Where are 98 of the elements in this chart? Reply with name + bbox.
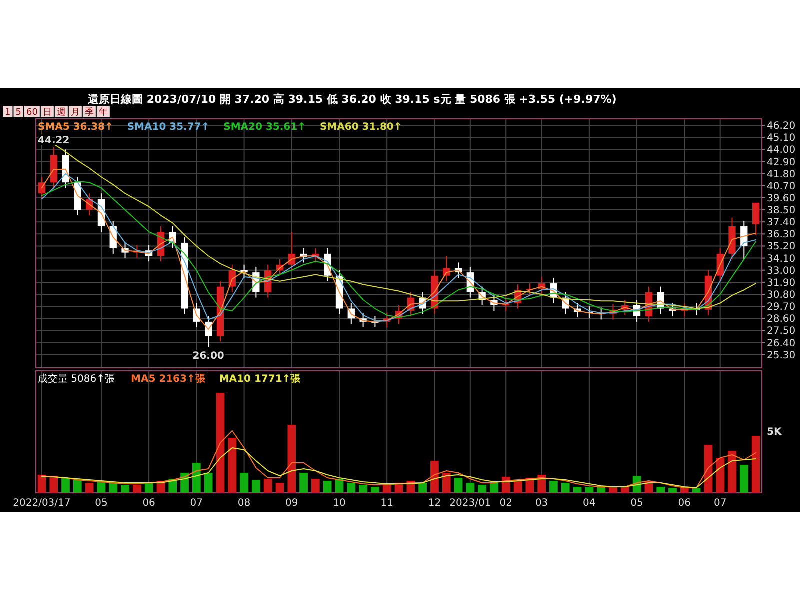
bar: [50, 476, 58, 493]
x-tick-label: 02: [500, 498, 512, 509]
x-tick-label: 2022/03/17: [13, 498, 71, 509]
y-tick-label: 45.10: [767, 133, 796, 144]
y-tick-label: 26.40: [767, 338, 796, 350]
bar: [62, 478, 70, 493]
bar: [347, 483, 356, 493]
bar: [38, 475, 46, 493]
chart-title: 成交量 5086↑張: [38, 373, 116, 385]
bar: [300, 473, 308, 493]
x-tick-label: 05: [630, 498, 644, 509]
bar: [133, 485, 142, 493]
bar: [252, 480, 260, 493]
bar: [620, 487, 630, 493]
bar: [490, 483, 498, 493]
y-tick-label: 33.00: [767, 266, 796, 277]
y-tick-label: 42.90: [767, 157, 796, 168]
x-tick-label: 2023/01: [450, 498, 492, 509]
bar: [73, 480, 82, 493]
x-tick-label: 07: [190, 498, 204, 509]
bar: [454, 478, 463, 493]
y-tick-label: 34.10: [767, 254, 796, 265]
y-tick-label: 30.80: [767, 290, 796, 302]
bar: [728, 451, 736, 493]
bar: [478, 485, 486, 493]
bar: [656, 487, 665, 493]
bar: [312, 479, 320, 493]
bar: [704, 445, 713, 493]
text: 5K: [767, 427, 783, 438]
bar: [240, 473, 248, 493]
bar: [573, 487, 582, 493]
bar: [418, 483, 427, 493]
bar: [109, 483, 118, 493]
bar: [204, 473, 213, 493]
chart-subtitle: 1 5 60 日 週 月 季 年: [5, 107, 108, 118]
bar: [561, 483, 570, 493]
y-tick-label: 38.50: [767, 206, 796, 217]
y-tick-label: 36.30: [767, 230, 796, 241]
y-tick-label: 29.70: [767, 302, 796, 314]
y-tick-label: 46.20: [767, 121, 796, 132]
x-tick-label: 12: [428, 498, 442, 509]
bar: [442, 473, 451, 493]
y-tick-label: 28.60: [767, 314, 796, 326]
bar: [288, 425, 296, 493]
x-tick-label: 09: [286, 498, 298, 509]
x-tick-label: 06: [678, 498, 692, 509]
text: MA5 2163↑張: [131, 373, 206, 385]
bar: [371, 487, 380, 493]
y-tick-label: 35.20: [767, 242, 796, 253]
text: SMA60 31.80↑: [320, 122, 402, 133]
bar: [228, 438, 237, 493]
x-tick-label: 03: [535, 498, 548, 509]
bar: [430, 461, 439, 493]
x-tick-label: 06: [142, 498, 156, 509]
bar: [680, 488, 689, 493]
y-tick-label: 44.00: [767, 145, 796, 156]
y-tick-label: 27.50: [767, 326, 796, 338]
bar: [382, 485, 392, 493]
bar: [144, 483, 154, 493]
x-tick-label: 10: [333, 498, 346, 509]
y-tick-label: 40.70: [767, 181, 796, 192]
text: SMA20 35.61↑: [224, 122, 306, 133]
bar: [121, 485, 130, 493]
bar: [550, 481, 558, 493]
x-tick-label: 08: [238, 498, 251, 509]
bar: [276, 483, 284, 493]
text: SMA10 35.77↑: [127, 122, 210, 133]
bar: [692, 488, 701, 493]
bar: [192, 463, 201, 493]
bar: [668, 488, 677, 493]
bar: [740, 465, 748, 493]
x-tick-label: 11: [380, 498, 394, 509]
y-tick-label: 37.40: [767, 218, 796, 229]
y-tick-label: 25.30: [767, 350, 796, 362]
text: SMA5 36.38↑: [38, 122, 114, 133]
x-tick-label: 07: [714, 498, 727, 509]
x-tick-label: 04: [583, 498, 596, 509]
x-tick-label: 05: [95, 498, 108, 509]
y-tick-label: 39.60: [767, 193, 796, 204]
bar: [597, 487, 606, 493]
text: MA10 1771↑張: [219, 373, 302, 385]
bar: [85, 483, 94, 493]
y-tick-label: 31.90: [767, 278, 796, 289]
bar: [752, 436, 760, 493]
y-tick-label: 41.80: [767, 169, 796, 180]
bar: [466, 483, 475, 493]
annotation: 26.00: [192, 351, 224, 362]
bar: [323, 481, 332, 493]
bar: [585, 487, 594, 493]
bar: [514, 481, 522, 493]
candlestick: [752, 202, 760, 236]
bar: [716, 458, 725, 493]
bar: [359, 485, 368, 493]
bar: [216, 393, 225, 493]
candlestick: [38, 176, 46, 200]
bar: [609, 487, 618, 493]
bar: [264, 479, 272, 493]
chart-title: 還原日線圖 2023/07/10 開 37.20 高 39.15 低 36.20 收 39.15 s元 量 5086 張 +3.55 (+9.97%): [87, 93, 617, 106]
